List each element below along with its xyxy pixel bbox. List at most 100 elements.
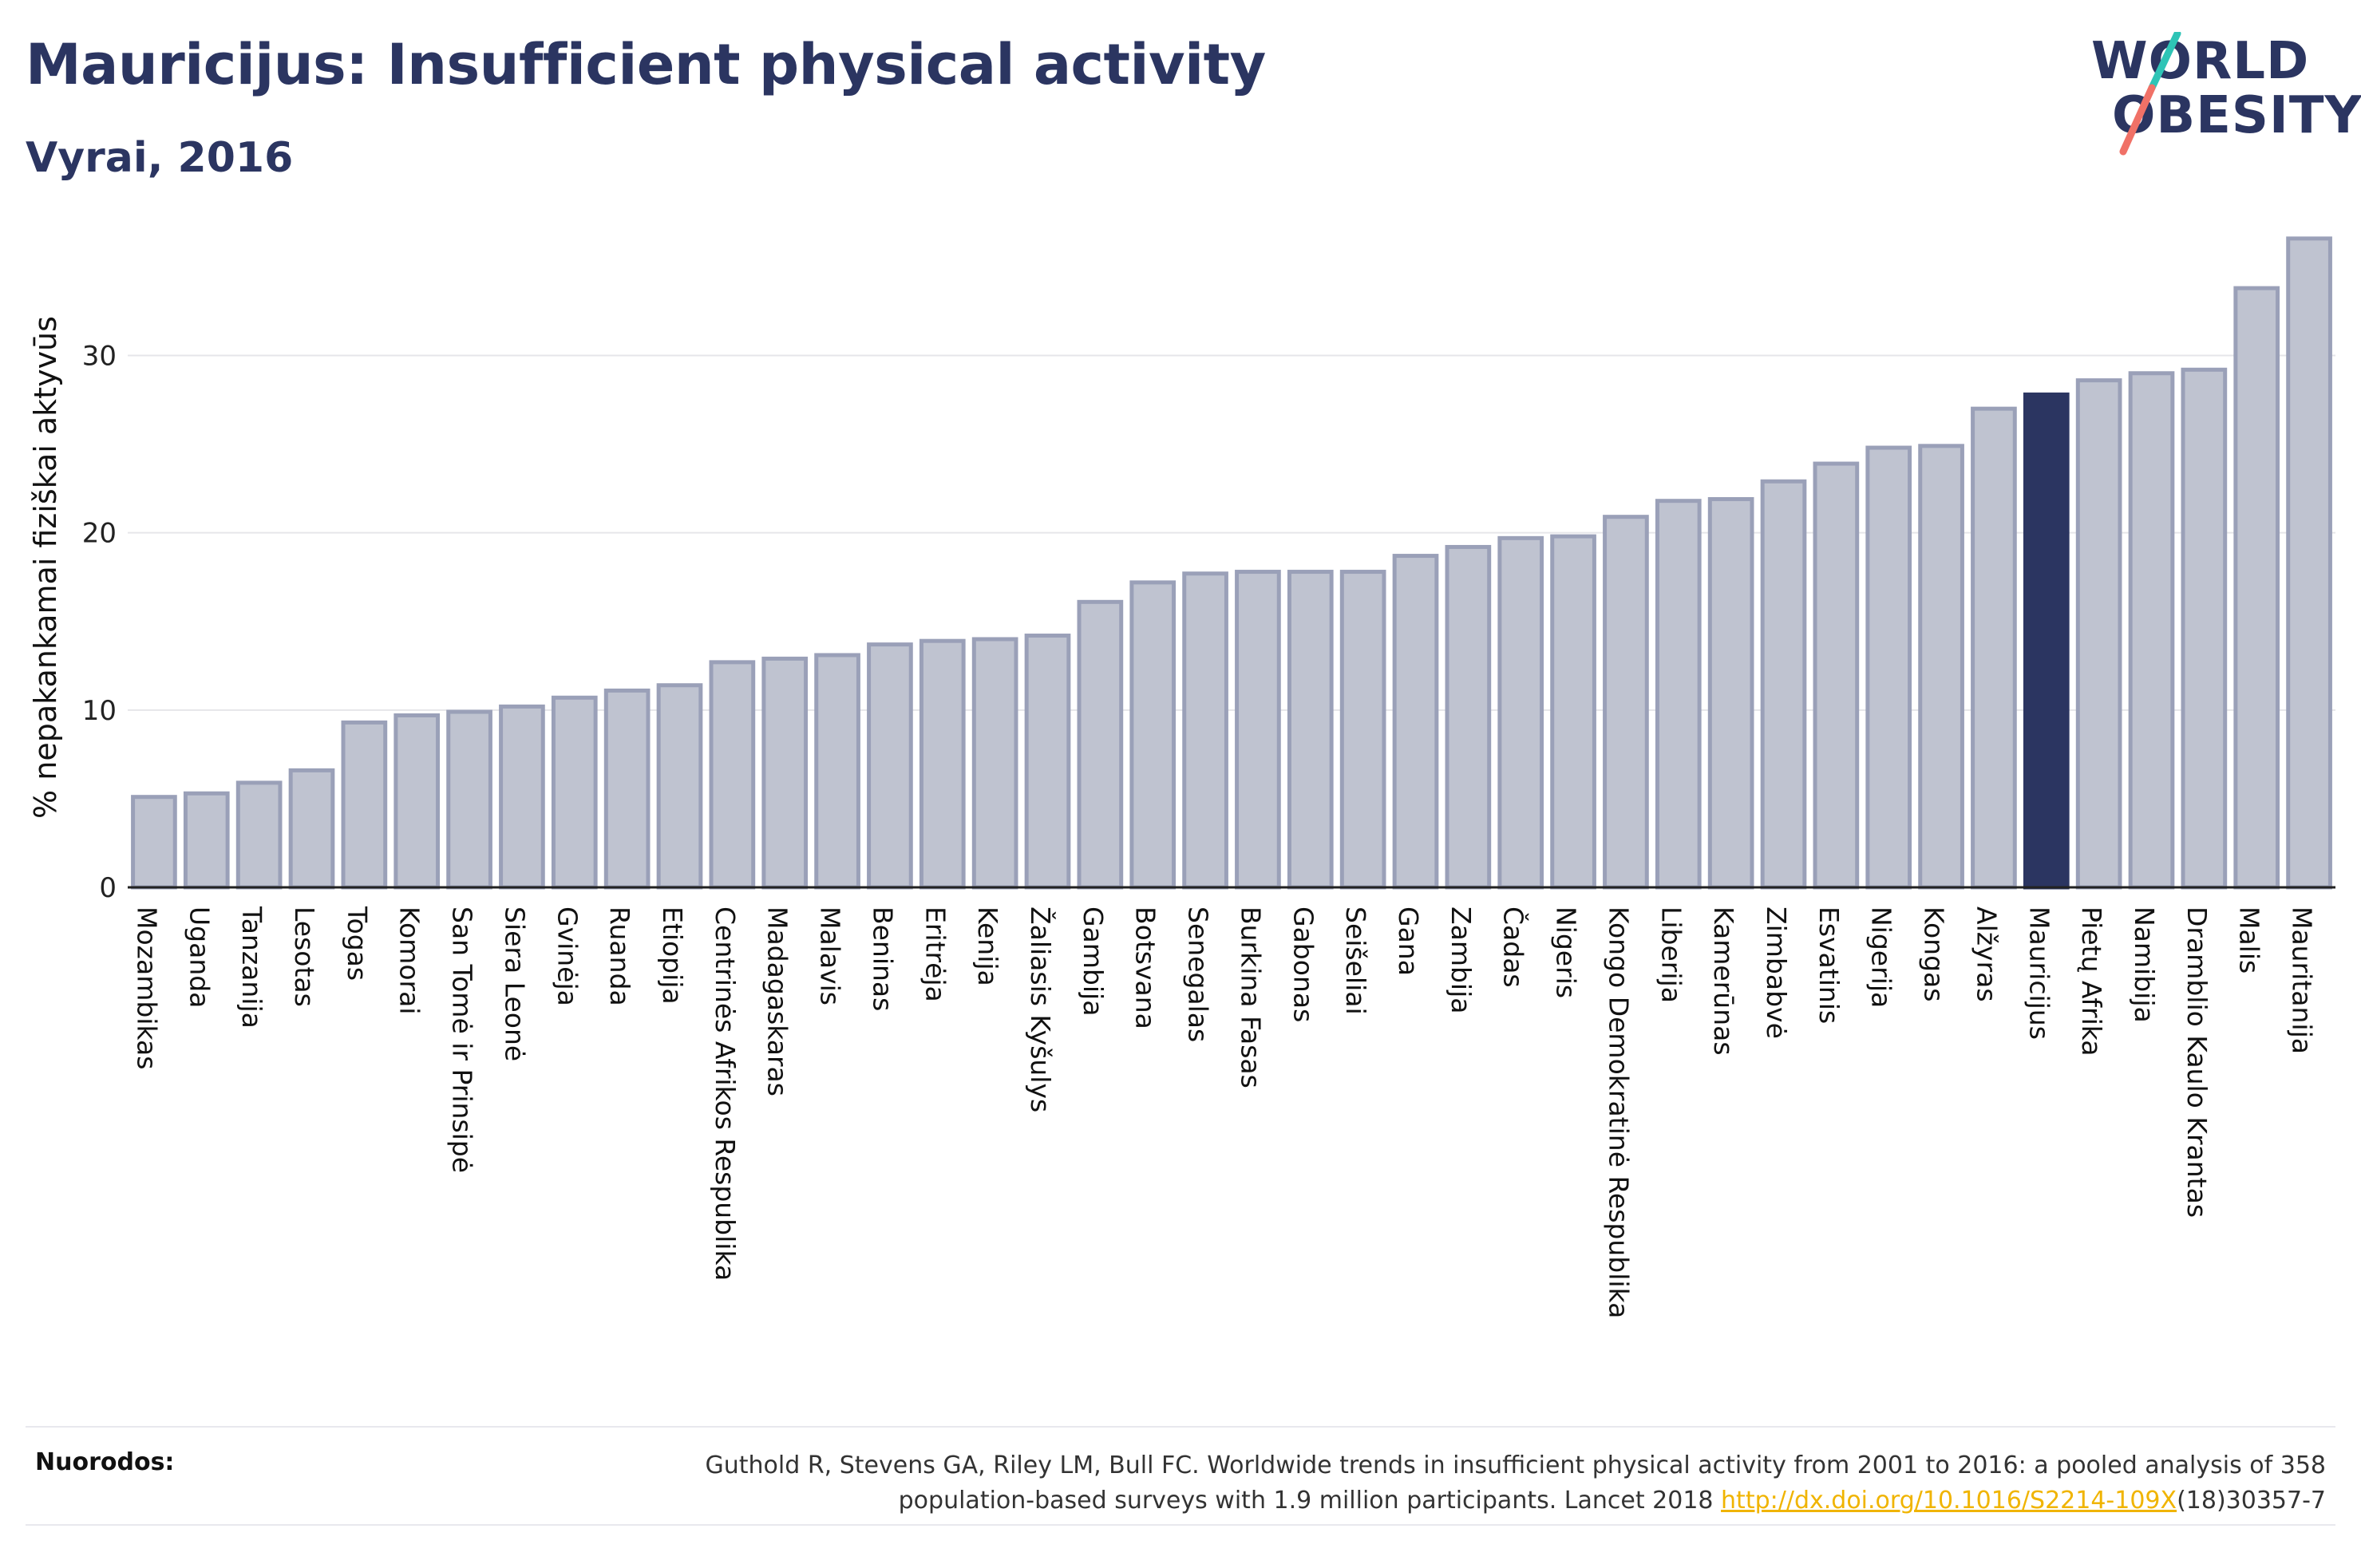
logo-slash-coral	[2119, 84, 2156, 156]
bar	[131, 795, 177, 890]
bar	[1707, 496, 1754, 890]
bar	[499, 704, 545, 890]
bar	[1550, 534, 1596, 890]
y-tick-label: 10	[82, 695, 117, 727]
bar	[446, 709, 492, 890]
bar	[814, 653, 860, 890]
bar	[2233, 286, 2280, 890]
bar	[2286, 236, 2332, 890]
x-tick-label: Zimbabvė	[1761, 906, 1792, 1039]
x-tick-label: Nigerija	[1866, 906, 1897, 1008]
bar	[1445, 544, 1492, 890]
x-tick-label: Kongo Demokratinė Respublika	[1603, 906, 1634, 1318]
x-tick-label: Ruanda	[604, 906, 635, 1006]
bar	[709, 660, 756, 890]
y-axis-label: % nepakankamai fiziškai aktyvūs	[28, 316, 63, 819]
bar	[1024, 634, 1071, 890]
bar	[603, 688, 651, 890]
bar	[2023, 392, 2070, 890]
x-tick-label: Gambija	[1078, 906, 1109, 1016]
bar	[1497, 535, 1544, 890]
x-tick-label: Gabonas	[1287, 906, 1319, 1022]
references-line2-prefix: population-based surveys with 1.9 millio…	[898, 1487, 1722, 1515]
bar-chart: 0 10 20 30 Mozambikas Uganda Tanzanija Lesotas T…	[28, 236, 2335, 1318]
y-tick-label: 20	[82, 518, 117, 550]
bar	[183, 791, 230, 890]
bar	[1760, 479, 1807, 890]
bar	[1971, 406, 2017, 890]
bar	[551, 695, 598, 890]
x-tick-label: Esvatinis	[1813, 906, 1845, 1024]
bar	[1077, 599, 1124, 890]
bar	[1813, 461, 1860, 890]
bar	[341, 720, 388, 890]
references-line2-suffix: (18)30357-7	[2177, 1487, 2326, 1515]
logo-slash-teal	[2148, 32, 2181, 92]
x-tick-label: Eritrėja	[919, 906, 951, 1002]
x-tick-label: Nigeris	[1551, 906, 1582, 998]
x-tick-label: Alžyras	[1971, 906, 2002, 1002]
bar	[1182, 571, 1228, 890]
references-doi-link[interactable]: http://dx.doi.org/10.1016/S2214-109X	[1721, 1487, 2177, 1515]
bar	[1339, 570, 1386, 890]
bar	[761, 656, 809, 890]
chart-title: Mauricijus: Insufficient physical activi…	[26, 32, 1266, 97]
bar	[2181, 367, 2228, 890]
x-tick-label: Mauritanija	[2287, 906, 2318, 1054]
bar	[1392, 554, 1439, 890]
bar	[867, 642, 913, 890]
x-tick-label: Dramblio Kaulo Krantas	[2181, 906, 2213, 1218]
x-tick-label: Kongas	[1919, 906, 1950, 1001]
bar	[1655, 499, 1702, 890]
chart-subtitle: Vyrai, 2016	[26, 134, 294, 182]
bar	[971, 637, 1018, 890]
bar	[288, 768, 335, 890]
x-tick-label: Gvinėja	[552, 906, 583, 1006]
x-tick-label: Etiopija	[657, 906, 688, 1005]
world-obesity-logo: WORLD OBESITY	[2083, 32, 2361, 168]
logo-slash-icon	[2119, 32, 2181, 156]
x-tick-label: Mauricijus	[2023, 906, 2055, 1040]
bar	[1865, 445, 1912, 890]
y-tick-label: 0	[99, 872, 117, 904]
bar	[235, 780, 283, 890]
bar	[2128, 371, 2175, 890]
x-tick-label: San Tomė ir Prinsipė	[447, 906, 478, 1173]
bar	[656, 683, 703, 890]
y-tick-label: 30	[82, 341, 117, 373]
bar	[1603, 515, 1649, 890]
x-tick-label: Botsvana	[1130, 906, 1161, 1029]
bar	[394, 713, 441, 890]
x-tick-label: Kamerūnas	[1708, 906, 1739, 1056]
x-tick-label: Togas	[342, 906, 373, 981]
x-tick-label: Pietų Afrika	[2076, 906, 2107, 1057]
references-text: Guthold R, Stevens GA, Riley LM, Bull FC…	[490, 1448, 2326, 1519]
bar	[1235, 570, 1281, 890]
x-tick-label: Senegalas	[1183, 906, 1214, 1042]
x-tick-label: Liberija	[1655, 906, 1687, 1003]
references-line1: Guthold R, Stevens GA, Riley LM, Bull FC…	[705, 1451, 2326, 1479]
x-tick-label: Tanzanija	[236, 906, 267, 1029]
x-tick-label: Siera Leonė	[499, 906, 530, 1061]
bar	[1129, 580, 1177, 890]
references-label: Nuorodos:	[35, 1448, 175, 1476]
x-tick-label: Malis	[2234, 906, 2265, 974]
x-tick-label: Madagaskaras	[762, 906, 793, 1096]
x-tick-label: Žaliasis Kyšulys	[1025, 906, 1057, 1112]
footer-divider-top	[26, 1426, 2335, 1428]
x-tick-label: Čadas	[1498, 906, 1530, 988]
x-tick-label: Lesotas	[289, 906, 320, 1007]
x-tick-label: Centrinės Afrikos Respublika	[710, 906, 741, 1281]
x-tick-label: Mozambikas	[131, 906, 162, 1069]
x-tick-label: Burkina Fasas	[1235, 906, 1266, 1088]
x-tick-label: Gana	[1393, 906, 1424, 976]
x-tick-label: Kenija	[972, 906, 1003, 986]
bar	[919, 638, 966, 890]
x-tick-label: Seišeliai	[1340, 906, 1371, 1015]
x-tick-label: Namibija	[2129, 906, 2160, 1023]
bar	[1918, 444, 1964, 890]
x-tick-label: Malavis	[815, 906, 846, 1005]
bar	[2075, 378, 2122, 890]
bar	[1287, 570, 1334, 890]
footer-divider-bottom	[26, 1524, 2335, 1526]
